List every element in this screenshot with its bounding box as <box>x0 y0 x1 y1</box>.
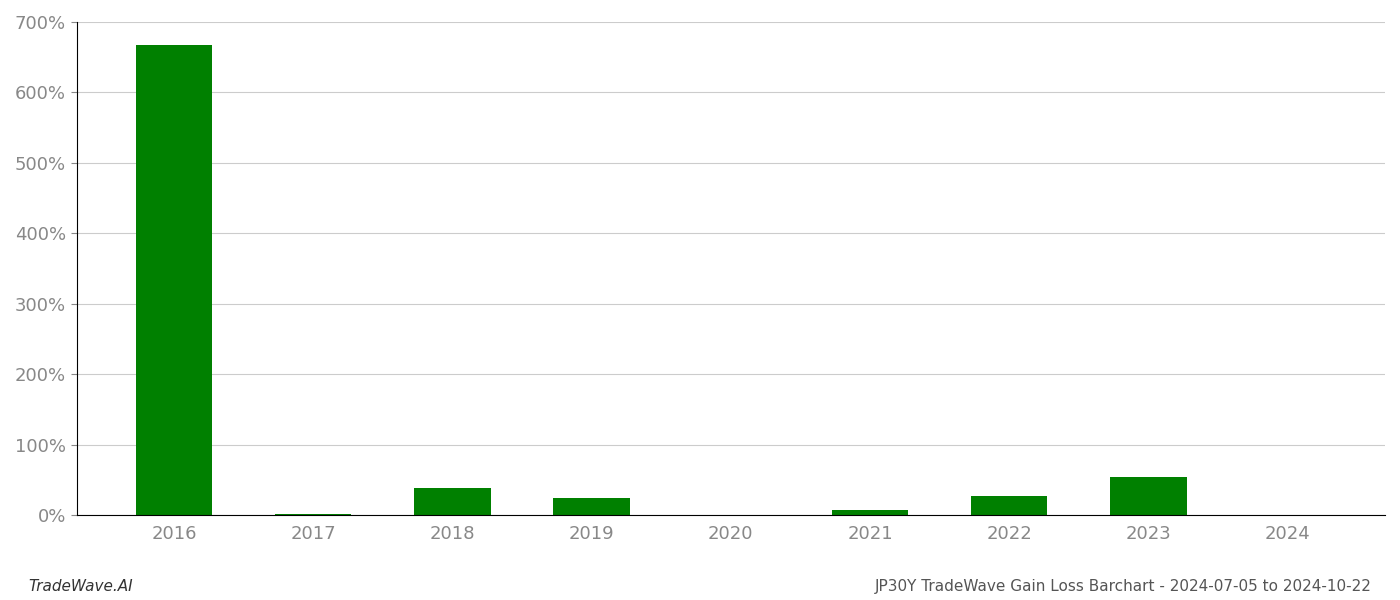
Bar <box>136 44 213 515</box>
Bar <box>553 499 630 515</box>
Text: TradeWave.AI: TradeWave.AI <box>28 579 133 594</box>
Bar <box>970 496 1047 515</box>
Bar <box>414 488 490 515</box>
Bar <box>1110 476 1187 515</box>
Bar <box>832 511 909 515</box>
Bar <box>274 514 351 515</box>
Text: JP30Y TradeWave Gain Loss Barchart - 2024-07-05 to 2024-10-22: JP30Y TradeWave Gain Loss Barchart - 202… <box>875 579 1372 594</box>
